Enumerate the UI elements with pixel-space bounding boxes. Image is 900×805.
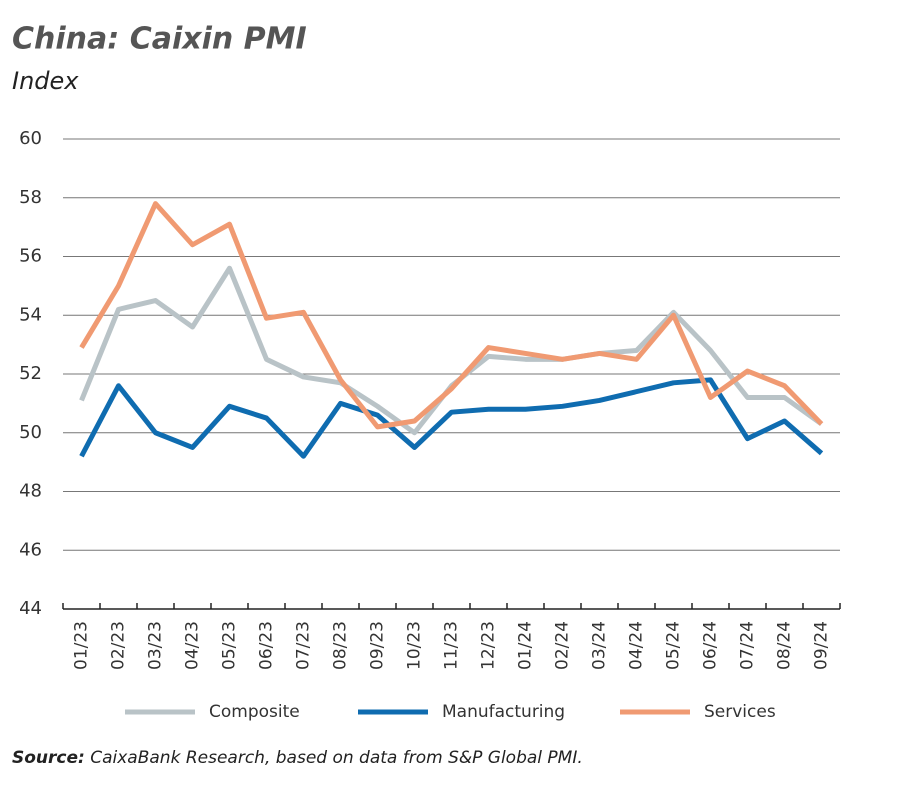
line-series bbox=[79, 265, 823, 436]
y-tick-label: 58 bbox=[19, 187, 42, 208]
x-tick-label: 06/23 bbox=[257, 621, 277, 670]
x-tick-label: 01/23 bbox=[72, 621, 92, 670]
x-tick-label: 09/23 bbox=[368, 621, 388, 670]
y-tick-label: 52 bbox=[19, 363, 42, 384]
x-tick-label: 04/24 bbox=[627, 621, 647, 670]
x-tick-label: 09/24 bbox=[812, 621, 832, 670]
x-tick-label: 02/24 bbox=[553, 621, 573, 670]
y-tick-label: 46 bbox=[19, 539, 42, 560]
y-tick-label: 48 bbox=[19, 481, 42, 502]
x-tick-label: 08/24 bbox=[775, 621, 795, 670]
x-tick-label: 04/23 bbox=[183, 621, 203, 670]
x-tick-label: 03/23 bbox=[146, 621, 166, 670]
source: Source: CaixaBank Research, based on dat… bbox=[12, 748, 583, 768]
line-series bbox=[79, 377, 824, 459]
source-text: CaixaBank Research, based on data from S… bbox=[90, 748, 583, 768]
x-tick-label: 07/24 bbox=[738, 621, 758, 670]
y-tick-label: 60 bbox=[19, 128, 42, 149]
y-tick-label: 56 bbox=[19, 246, 42, 267]
x-tick-label: 03/24 bbox=[590, 621, 610, 670]
source-label: Source: bbox=[12, 748, 85, 768]
x-tick-label: 10/23 bbox=[405, 621, 425, 670]
legend-label: Composite bbox=[209, 702, 300, 722]
x-tick-label: 11/23 bbox=[442, 621, 462, 670]
x-tick-label: 05/23 bbox=[220, 621, 240, 670]
legend-label: Manufacturing bbox=[442, 702, 565, 722]
y-tick-label: 44 bbox=[19, 598, 42, 619]
x-tick-label: 08/23 bbox=[331, 621, 351, 670]
x-tick-label: 07/23 bbox=[294, 621, 314, 670]
x-tick-label: 05/24 bbox=[664, 621, 684, 670]
x-tick-label: 01/24 bbox=[516, 621, 536, 670]
legend-label: Services bbox=[704, 702, 776, 722]
chart-subtitle: Index bbox=[12, 67, 79, 95]
x-tick-label: 02/23 bbox=[109, 621, 129, 670]
line-series bbox=[79, 201, 824, 430]
y-tick-label: 54 bbox=[19, 304, 42, 325]
x-tick-label: 12/23 bbox=[479, 621, 499, 670]
y-tick-label: 50 bbox=[19, 422, 42, 443]
x-tick-label: 06/24 bbox=[701, 621, 721, 670]
chart-title: China: Caixin PMI bbox=[12, 22, 307, 57]
